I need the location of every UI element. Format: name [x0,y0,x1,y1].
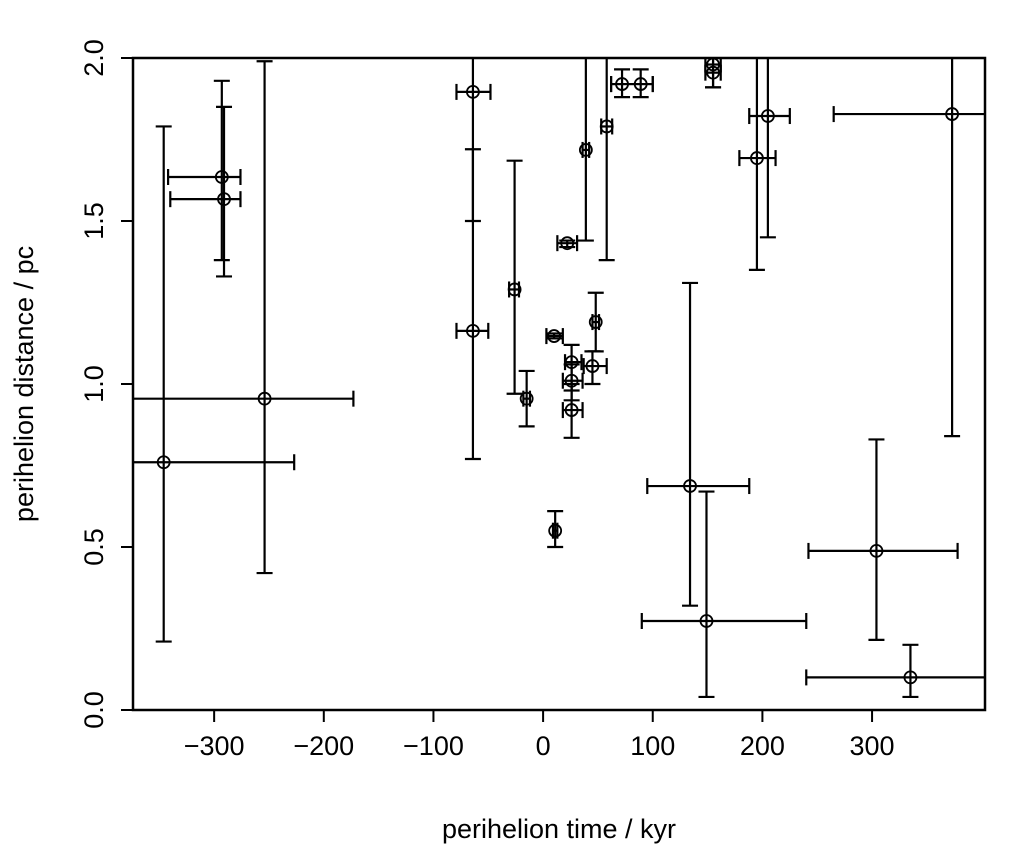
point-marker [633,77,648,91]
y-tick-label: 2.0 [79,39,109,77]
data-point [598,58,615,262]
y-tick-label: 0.5 [79,528,109,566]
x-tick-label: 300 [850,731,895,761]
x-tick-label: −200 [293,731,354,761]
point-marker [903,670,918,685]
point-marker [760,109,775,123]
point-marker [466,85,480,99]
x-tick-label: 200 [740,731,785,761]
point-marker [599,119,614,134]
plot-frame [131,56,987,712]
data-point [704,58,722,89]
data-points [133,58,985,699]
x-tick-label: 0 [536,731,551,761]
data-point [506,159,523,395]
point-marker [706,65,720,80]
x-tick-label: −300 [184,731,245,761]
y-tick-label: 1.0 [79,365,109,403]
point-marker [257,391,272,406]
data-point [807,438,959,642]
point-marker [560,236,575,251]
data-point [547,510,564,549]
x-tick-label: 100 [630,731,675,761]
data-point [805,643,985,699]
data-point [518,369,535,428]
data-point [133,60,355,575]
data-point [561,382,584,439]
data-point [609,68,654,99]
data-point [545,328,564,345]
point-marker [564,403,579,417]
data-point [582,350,608,386]
data-point [587,291,604,353]
data-point [455,148,490,461]
point-marker [699,614,714,628]
data-point [832,58,985,438]
point-marker [507,282,522,297]
point-marker [519,391,534,406]
point-marker [217,192,231,207]
data-point [577,58,594,242]
x-axis: −300 −200 −100 0 100 200 300 [184,710,895,761]
point-marker [869,544,884,558]
x-tick-label: −100 [403,731,464,761]
y-tick-label: 0.0 [79,691,109,729]
data-point [640,490,808,699]
data-point [556,235,579,252]
data-point [166,79,242,262]
point-marker [214,170,229,184]
point-marker [548,523,563,538]
point-marker [750,151,764,165]
data-point [748,58,791,239]
point-marker [578,143,593,157]
point-marker [585,359,600,373]
point-marker [945,107,960,121]
x-axis-label: perihelion time / kyr [442,814,676,844]
point-marker [466,323,480,338]
point-marker [156,455,171,470]
point-marker [588,315,603,329]
data-point [133,125,296,643]
point-marker [547,329,561,343]
data-point [646,281,751,607]
point-marker [683,479,697,493]
y-axis: 0.0 0.5 1.0 1.5 2.0 [79,39,133,729]
data-point [169,105,242,278]
y-tick-label: 1.5 [79,202,109,240]
data-point [738,58,777,271]
y-axis-label: perihelion distance / pc [9,246,39,522]
